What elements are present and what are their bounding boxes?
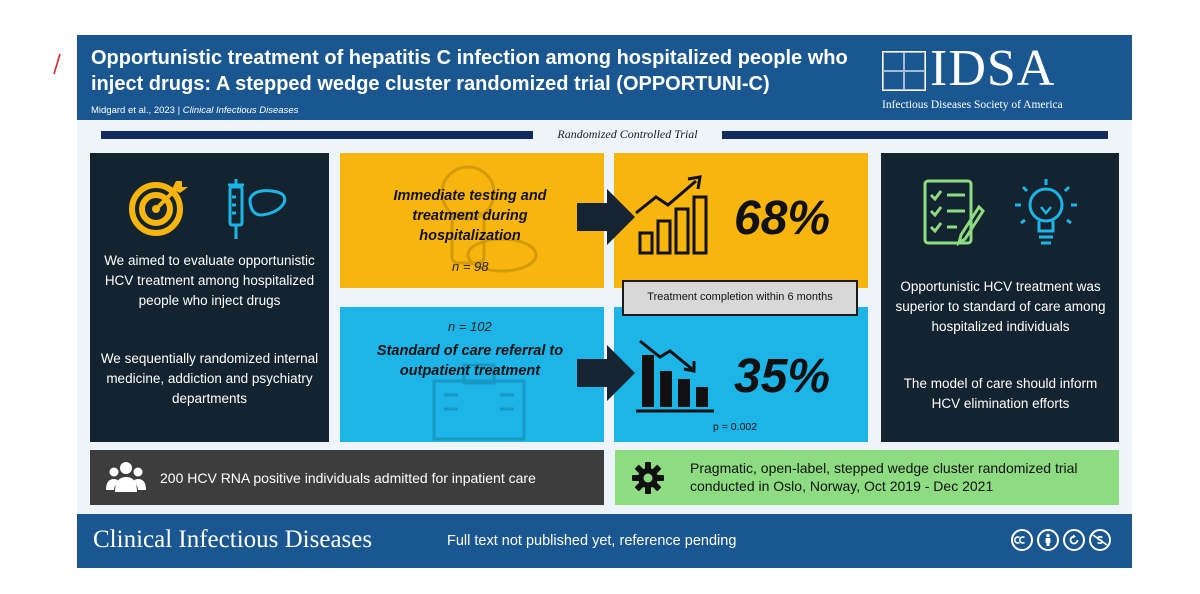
intervention-arm-label: Immediate testing and treatment during h… bbox=[393, 188, 547, 244]
cc-icon bbox=[1011, 529, 1033, 551]
license-icons bbox=[1011, 529, 1111, 551]
conclusion-panel: Opportunistic HCV treatment was superior… bbox=[881, 153, 1119, 442]
nc-icon bbox=[1089, 529, 1111, 551]
bar-chart-up-icon bbox=[635, 175, 708, 255]
idsa-logo: IDSA Infectious Diseases Society of Amer… bbox=[882, 41, 1122, 115]
people-group-icon bbox=[106, 462, 146, 492]
implication-text: The model of care should inform HCV elim… bbox=[903, 376, 1098, 411]
intervention-arm-box: Immediate testing and treatment during h… bbox=[340, 153, 604, 288]
divider-right bbox=[722, 131, 1108, 139]
method-text: We sequentially randomized internal medi… bbox=[100, 351, 319, 406]
separator: | bbox=[177, 105, 181, 116]
control-arm-box: n = 102 Standard of care referral to out… bbox=[340, 307, 604, 442]
footer-banner: Clinical Infectious Diseases Full text n… bbox=[77, 514, 1132, 568]
red-pen-mark bbox=[53, 53, 61, 75]
idsa-emblem-icon bbox=[882, 51, 926, 91]
conclusion-text: Opportunistic HCV treatment was superior… bbox=[895, 279, 1106, 334]
study-type-label: Randomized Controlled Trial bbox=[557, 127, 698, 141]
aim-text: We aimed to evaluate opportunistic HCV t… bbox=[104, 253, 315, 308]
intervention-arm-n: n = 98 bbox=[452, 259, 489, 274]
control-result-box: 35% bbox=[614, 307, 868, 442]
checklist-icon bbox=[923, 179, 985, 247]
intervention-result-box: 68% bbox=[614, 153, 868, 288]
logo-name: IDSA bbox=[930, 40, 1056, 97]
sa-icon bbox=[1063, 529, 1085, 551]
control-arm-n: n = 102 bbox=[448, 319, 492, 334]
arrow-right-icon bbox=[577, 345, 635, 401]
journal-name: Clinical Infectious Diseases bbox=[182, 105, 299, 116]
infographic-card: Opportunistic treatment of hepatitis C i… bbox=[77, 35, 1132, 568]
hospital-building-icon bbox=[432, 363, 526, 441]
target-icon bbox=[129, 181, 188, 236]
population-text: 200 HCV RNA positive individuals admitte… bbox=[160, 470, 536, 486]
divider-left bbox=[101, 131, 533, 139]
design-bar: Pragmatic, open-label, stepped wedge clu… bbox=[615, 450, 1119, 505]
footer-journal: Clinical Infectious Diseases bbox=[93, 526, 373, 553]
population-bar: 200 HCV RNA positive individuals admitte… bbox=[90, 450, 604, 505]
citation-byline: Midgard et al., 2023 | Clinical Infectio… bbox=[91, 105, 298, 116]
control-arm-label: Standard of care referral to outpatient … bbox=[376, 343, 564, 379]
authors: Midgard et al., 2023 bbox=[91, 105, 175, 116]
syringe-liver-icon bbox=[228, 179, 287, 239]
outcome-label: Treatment completion within 6 months bbox=[622, 280, 858, 316]
gear-icon bbox=[632, 462, 664, 494]
aim-panel: We aimed to evaluate opportunistic HCV t… bbox=[90, 153, 329, 442]
intervention-result: 68% bbox=[734, 192, 831, 245]
arrow-right-icon bbox=[577, 189, 635, 245]
lightbulb-icon bbox=[1015, 179, 1077, 245]
pill-bottle-icon bbox=[440, 165, 538, 273]
by-icon bbox=[1037, 529, 1059, 551]
header-banner: Opportunistic treatment of hepatitis C i… bbox=[77, 35, 1132, 120]
logo-subtitle: Infectious Diseases Society of America bbox=[882, 99, 1063, 111]
design-text: Pragmatic, open-label, stepped wedge clu… bbox=[690, 460, 1078, 494]
footer-note: Full text not published yet, reference p… bbox=[447, 533, 737, 549]
p-value: p = 0.002 bbox=[713, 421, 758, 433]
control-result: 35% bbox=[734, 350, 831, 403]
page-title: Opportunistic treatment of hepatitis C i… bbox=[91, 47, 848, 95]
bar-chart-down-icon bbox=[636, 339, 714, 413]
